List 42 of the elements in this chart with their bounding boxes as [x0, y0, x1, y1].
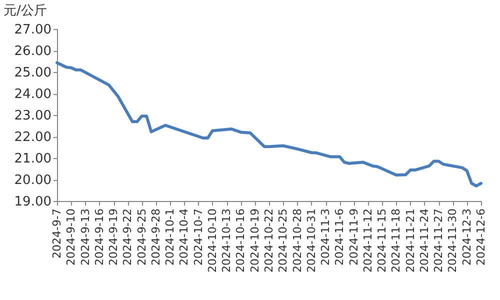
x-tick-label: 2024-10-28 — [290, 208, 304, 272]
y-tick-label: 20.00 — [14, 173, 52, 188]
x-tick-label: 2024-10-19 — [248, 208, 262, 272]
x-tick-label: 2024-10-1 — [164, 208, 177, 266]
y-tick-label: 24.00 — [14, 87, 52, 102]
line-series — [56, 61, 482, 188]
x-tick-label: 2024-9-7 — [50, 208, 64, 258]
y-tick-label: 25.00 — [14, 66, 52, 80]
x-tick-label: 2024-9-13 — [78, 208, 92, 266]
x-tick-label: 2024-10-10 — [206, 208, 219, 272]
x-tick-label: 2024-9-25 — [135, 208, 148, 266]
x-tick-label: 2024-9-28 — [149, 208, 162, 266]
x-tick-label: 2024-10-16 — [234, 208, 248, 272]
y-tick-label: 22.00 — [14, 130, 52, 145]
x-tick-label: 2024-12-6 — [474, 208, 488, 266]
x-tick-label: 2024-11-3 — [319, 208, 332, 266]
x-tick-label: 2024-12-3 — [460, 208, 474, 266]
y-tick-label: 27.00 — [14, 22, 52, 38]
x-tick-label: 2024-10-25 — [276, 208, 290, 272]
x-tick-label: 2024-11-24 — [418, 208, 431, 272]
y-tick-label: 26.00 — [14, 44, 52, 59]
x-tick-label: 2024-9-10 — [64, 208, 78, 266]
y-tick-label: 21.00 — [14, 152, 52, 166]
x-tick-label: 2024-10-31 — [304, 208, 318, 272]
x-tick-label: 2024-10-4 — [178, 208, 191, 266]
x-tick-label: 2024-11-30 — [446, 208, 460, 272]
x-tick-label: 2024-11-18 — [390, 208, 403, 272]
x-tick-label: 2024-11-27 — [432, 208, 446, 272]
x-tick-label: 2024-11-21 — [404, 208, 417, 272]
x-tick-label: 2024-9-19 — [107, 208, 120, 266]
x-tick-label: 2024-11-6 — [333, 208, 346, 266]
x-tick-label: 2024-10-13 — [220, 208, 234, 272]
x-tick-label: 2024-9-16 — [92, 208, 106, 266]
y-tick-label: 19.00 — [14, 194, 52, 210]
x-tick-label: 2024-11-15 — [376, 208, 389, 272]
x-tick-label: 2024-10-7 — [192, 208, 205, 266]
x-tick-label: 2024-10-22 — [262, 208, 276, 272]
x-tick-label: 2024-9-22 — [121, 208, 134, 266]
y-tick-label: 23.00 — [14, 108, 52, 124]
y-axis-title: 元/公斤 — [4, 4, 47, 18]
x-tick-label: 2024-11-12 — [361, 208, 374, 272]
x-tick-label: 2024-11-9 — [347, 208, 360, 266]
